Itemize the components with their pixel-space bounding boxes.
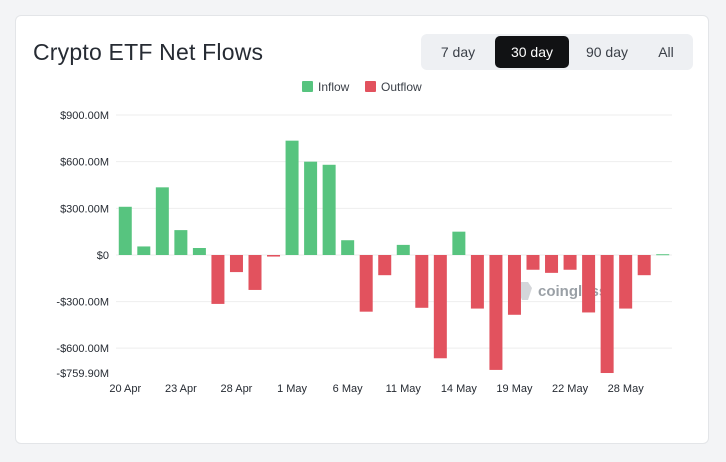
inflow-bar[interactable] [341,240,355,255]
range-30-day-button[interactable]: 30 day [495,36,569,68]
y-tick-label: $900.00M [60,110,109,122]
y-tick-label: -$600.00M [56,343,109,355]
inflow-bar[interactable] [396,244,410,255]
inflow-bar[interactable] [656,254,670,256]
x-tick-label: 22 May [552,383,589,395]
inflow-bar[interactable] [192,248,206,255]
grid-lines [116,114,672,349]
range-7-day-button[interactable]: 7 day [440,44,476,60]
inflow-bar[interactable] [322,164,336,255]
inflow-bar[interactable] [155,187,169,255]
legend-outflow-label[interactable]: Outflow [381,80,422,94]
inflow-bar[interactable] [304,161,318,255]
outflow-bar[interactable] [563,255,577,270]
watermark-text: coinglass [538,283,607,300]
x-tick-label: 6 May [333,383,363,395]
legend-outflow-swatch[interactable] [365,81,376,92]
x-tick-label: 14 May [441,383,478,395]
inflow-bar[interactable] [285,140,299,255]
outflow-bar[interactable] [545,255,559,273]
inflow-bar[interactable] [452,231,466,255]
outflow-bar[interactable] [582,255,596,313]
outflow-bar[interactable] [637,255,651,276]
outflow-bar[interactable] [619,255,633,309]
x-tick-label: 1 May [277,383,307,395]
inflow-bar[interactable] [137,246,151,255]
x-tick-label: 20 Apr [109,383,141,395]
outflow-bar[interactable] [211,255,225,304]
x-axis: 20 Apr 23 Apr 28 Apr 1 May 6 May 11 May 14 May… [109,383,644,395]
page-title: Crypto ETF Net Flows [33,39,264,65]
outflow-bar[interactable] [415,255,429,308]
y-tick-label: -$300.00M [56,297,109,309]
range-90-day-button[interactable]: 90 day [585,44,629,60]
y-axis: $900.00M $600.00M $300.00M $0 -$300.00M -$600… [56,110,109,380]
inflow-bar[interactable] [118,206,132,255]
outflow-bar[interactable] [248,255,262,290]
inflow-bar[interactable] [174,230,188,255]
x-tick-label: 19 May [496,383,533,395]
time-range-selector: 7 day 30 day 90 day All [421,34,693,70]
range-all-button[interactable]: All [658,44,674,60]
chart-legend: Inflow Outflow [302,80,422,94]
y-tick-label: $600.00M [60,157,109,169]
x-tick-label: 23 Apr [165,383,197,395]
bars [118,140,670,374]
outflow-bar[interactable] [470,255,484,309]
x-tick-label: 28 May [608,383,645,395]
outflow-bar[interactable] [378,255,392,276]
x-tick-label: 28 Apr [221,383,253,395]
legend-inflow-label[interactable]: Inflow [318,80,350,94]
outflow-bar[interactable] [267,255,281,257]
outflow-bar[interactable] [229,255,243,273]
y-tick-label: $300.00M [60,203,109,215]
x-tick-label: 11 May [386,383,422,395]
outflow-bar[interactable] [600,255,614,374]
coinglass-logo-icon [518,282,532,300]
outflow-bar[interactable] [507,255,521,315]
legend-inflow-swatch[interactable] [302,81,313,92]
outflow-bar[interactable] [359,255,373,312]
outflow-bar[interactable] [489,255,503,370]
outflow-bar[interactable] [433,255,447,359]
y-tick-label: $0 [97,250,109,262]
outflow-bar[interactable] [526,255,540,270]
y-tick-label: -$759.90M [56,368,109,380]
